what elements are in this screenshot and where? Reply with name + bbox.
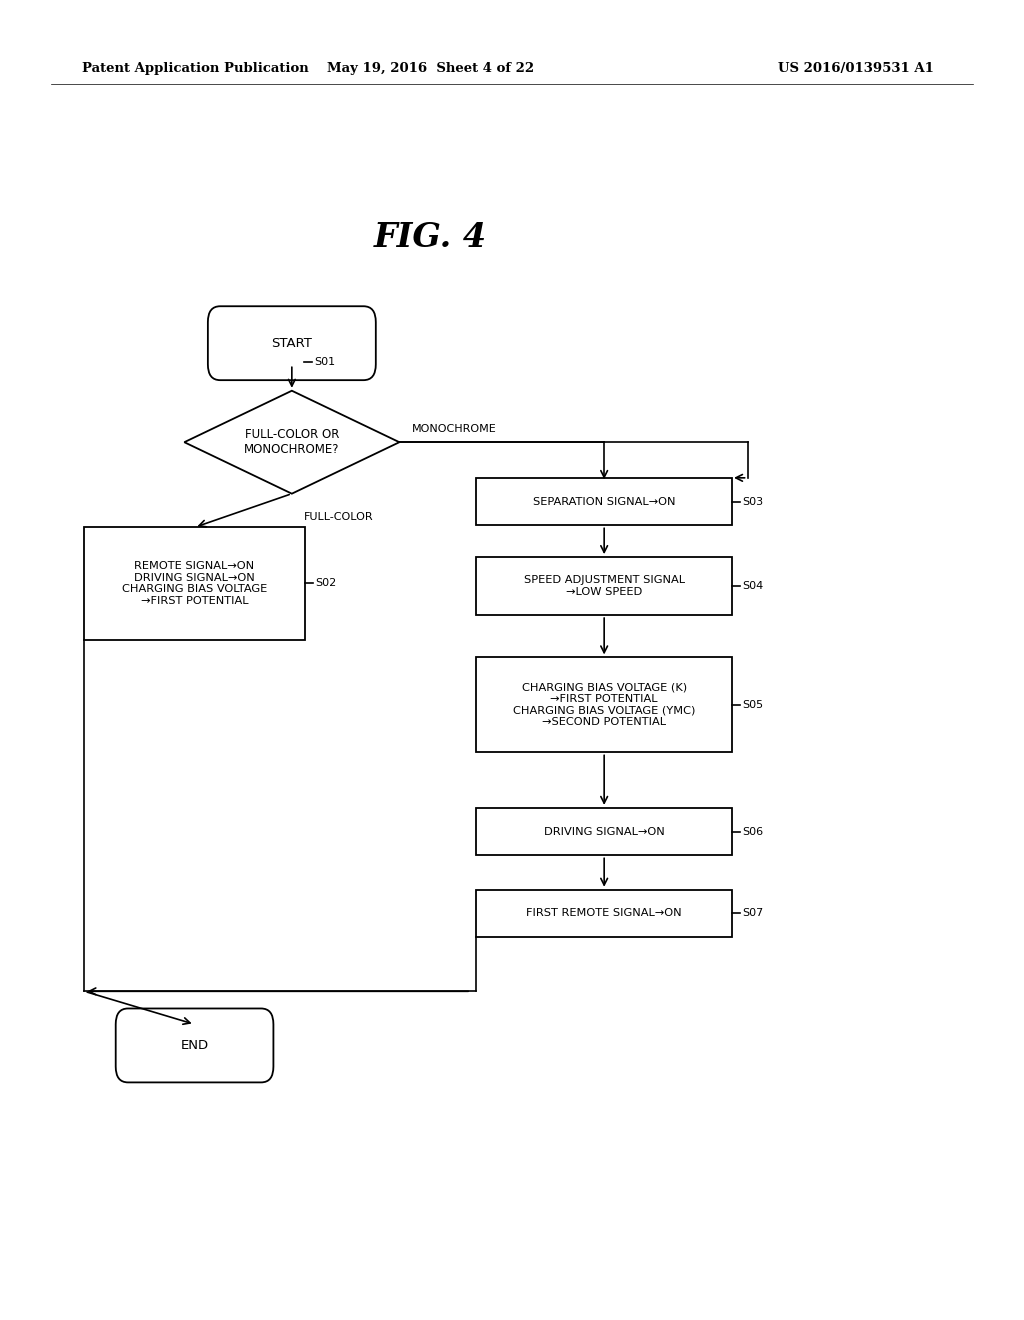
FancyBboxPatch shape [208, 306, 376, 380]
Text: S03: S03 [742, 496, 764, 507]
Text: US 2016/0139531 A1: US 2016/0139531 A1 [778, 62, 934, 75]
Text: MONOCHROME: MONOCHROME [412, 424, 497, 434]
Text: FULL-COLOR: FULL-COLOR [304, 512, 374, 523]
Bar [476, 557, 732, 615]
Text: START: START [271, 337, 312, 350]
Text: S07: S07 [742, 908, 764, 919]
Text: S04: S04 [742, 581, 764, 591]
Bar [476, 890, 732, 937]
Text: S05: S05 [742, 700, 764, 710]
Text: CHARGING BIAS VOLTAGE (K)
→FIRST POTENTIAL
CHARGING BIAS VOLTAGE (YMC)
→SECOND P: CHARGING BIAS VOLTAGE (K) →FIRST POTENTI… [513, 682, 695, 727]
Text: DRIVING SIGNAL→ON: DRIVING SIGNAL→ON [544, 826, 665, 837]
Text: S02: S02 [315, 578, 336, 589]
Bar [84, 528, 305, 639]
Text: FULL-COLOR OR
MONOCHROME?: FULL-COLOR OR MONOCHROME? [244, 428, 340, 457]
Text: S06: S06 [742, 826, 764, 837]
Text: Patent Application Publication: Patent Application Publication [82, 62, 308, 75]
Polygon shape [184, 391, 399, 494]
Text: S01: S01 [314, 356, 336, 367]
Bar [476, 478, 732, 525]
Text: FIG. 4: FIG. 4 [374, 222, 486, 255]
FancyBboxPatch shape [116, 1008, 273, 1082]
Text: END: END [180, 1039, 209, 1052]
Text: SEPARATION SIGNAL→ON: SEPARATION SIGNAL→ON [532, 496, 676, 507]
Bar [476, 808, 732, 855]
Text: REMOTE SIGNAL→ON
DRIVING SIGNAL→ON
CHARGING BIAS VOLTAGE
→FIRST POTENTIAL: REMOTE SIGNAL→ON DRIVING SIGNAL→ON CHARG… [122, 561, 267, 606]
Text: May 19, 2016  Sheet 4 of 22: May 19, 2016 Sheet 4 of 22 [327, 62, 534, 75]
Text: FIRST REMOTE SIGNAL→ON: FIRST REMOTE SIGNAL→ON [526, 908, 682, 919]
Bar [476, 657, 732, 752]
Text: SPEED ADJUSTMENT SIGNAL
→LOW SPEED: SPEED ADJUSTMENT SIGNAL →LOW SPEED [523, 576, 685, 597]
